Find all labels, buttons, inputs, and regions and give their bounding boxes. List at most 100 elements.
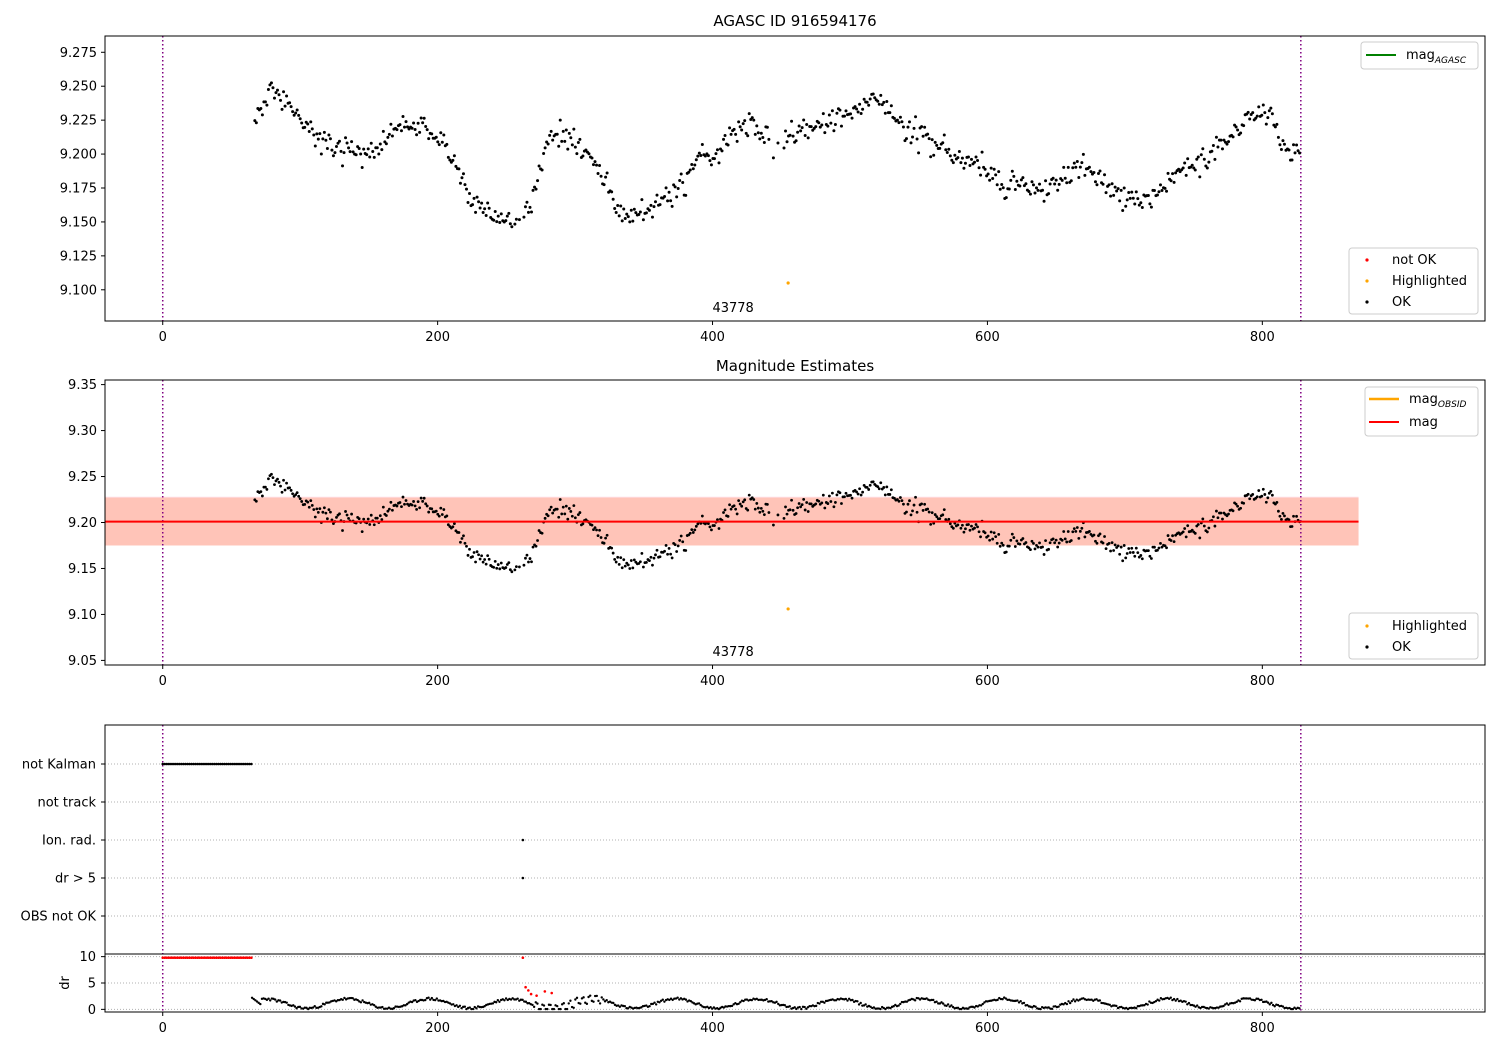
ok-point [377, 152, 381, 156]
flag-row-label: not track [37, 796, 96, 811]
ok-point [480, 201, 484, 205]
ok-point [1246, 492, 1250, 496]
ok-point [619, 204, 623, 208]
ok-point [1263, 493, 1267, 496]
dr-point [602, 998, 605, 1001]
ok-point [799, 129, 803, 133]
dr-point [305, 1006, 308, 1010]
dr-point [800, 1007, 803, 1011]
dr-point [298, 1005, 302, 1009]
ok-point [1088, 530, 1091, 533]
dr-point [267, 997, 270, 1000]
p1-ytick-label: 9.250 [60, 80, 97, 95]
ok-point [341, 529, 344, 532]
ok-point [634, 211, 638, 215]
ok-point [998, 187, 1002, 191]
ok-point [976, 525, 979, 529]
dr-point [341, 998, 344, 1001]
dr-point [737, 1002, 740, 1005]
ok-point [673, 543, 677, 547]
ok-point [1165, 546, 1168, 550]
ok-point [622, 558, 626, 562]
ok-point [914, 495, 917, 499]
ok-point [310, 503, 314, 507]
ok-point [620, 566, 624, 570]
ok-point [1214, 135, 1218, 139]
ok-point [1000, 541, 1004, 545]
ok-point [1153, 545, 1156, 549]
p2-xtick-label: 400 [700, 674, 725, 689]
dr-point [582, 996, 585, 999]
dr-point [1017, 1001, 1021, 1004]
ok-point [761, 135, 765, 139]
ok-point [1118, 199, 1122, 203]
p2-ytick-label: 9.30 [68, 424, 97, 439]
ok-point [1062, 165, 1066, 169]
ok-point [1027, 190, 1031, 194]
ok-point [595, 528, 598, 532]
ok-point [1278, 143, 1282, 147]
ok-point [750, 116, 754, 120]
ok-point [578, 511, 582, 514]
ok-point [381, 505, 385, 509]
ok-point [947, 147, 951, 151]
ok-point [436, 140, 440, 144]
dr-red-point [163, 956, 167, 959]
ok-point [596, 534, 600, 538]
panel-flags: not Kalman not track Ion. rad. dr > 5 OBS no… [21, 724, 1486, 1036]
ok-point [437, 514, 441, 518]
ok-point [504, 566, 508, 569]
ok-point [572, 127, 576, 131]
ok-point [992, 167, 996, 171]
ok-point [567, 131, 571, 135]
ok-point [315, 507, 319, 511]
ok-point [817, 499, 821, 503]
ok-point [1119, 188, 1123, 192]
ok-point [495, 220, 499, 224]
ok-point [342, 151, 346, 155]
ok-point [923, 125, 927, 129]
ok-point [1227, 512, 1230, 516]
ok-point [1184, 173, 1188, 177]
ok-point [1072, 161, 1076, 165]
ok-point [1033, 547, 1037, 551]
ok-point [832, 505, 836, 509]
ok-point [590, 156, 594, 160]
ok-point [1012, 536, 1016, 539]
ok-point [1007, 187, 1011, 191]
dr-point [275, 1000, 279, 1003]
ok-point [531, 188, 535, 192]
dr-red-point [161, 956, 165, 959]
ok-point [1287, 148, 1291, 152]
ok-point [1260, 113, 1264, 117]
flag-point [186, 762, 189, 766]
ok-point [458, 181, 462, 185]
dr-point [1070, 999, 1074, 1003]
ok-point [1113, 543, 1117, 547]
ok-point [472, 196, 476, 200]
dr-red-point [171, 956, 175, 959]
ok-point [324, 138, 328, 142]
ok-point [277, 480, 281, 484]
dr-point [1253, 999, 1257, 1002]
ok-point [1222, 138, 1226, 142]
ok-point [827, 494, 831, 498]
ok-point [545, 140, 549, 144]
dr-point [574, 998, 577, 1001]
dr-red-point [167, 956, 171, 959]
dr-point [605, 998, 608, 1002]
ok-point [1031, 183, 1035, 187]
dr-point [783, 1004, 787, 1007]
ok-point [401, 115, 405, 119]
ok-point [371, 149, 375, 153]
ok-point [1257, 105, 1261, 109]
dr-point [1004, 997, 1008, 1000]
ok-point [1130, 190, 1134, 194]
flag-point [241, 762, 245, 766]
ok-point [758, 510, 762, 514]
ok-point [906, 125, 910, 129]
ok-point [829, 121, 833, 125]
dr-point [765, 997, 768, 1001]
ok-point [459, 540, 462, 544]
dr-point [950, 1004, 953, 1007]
